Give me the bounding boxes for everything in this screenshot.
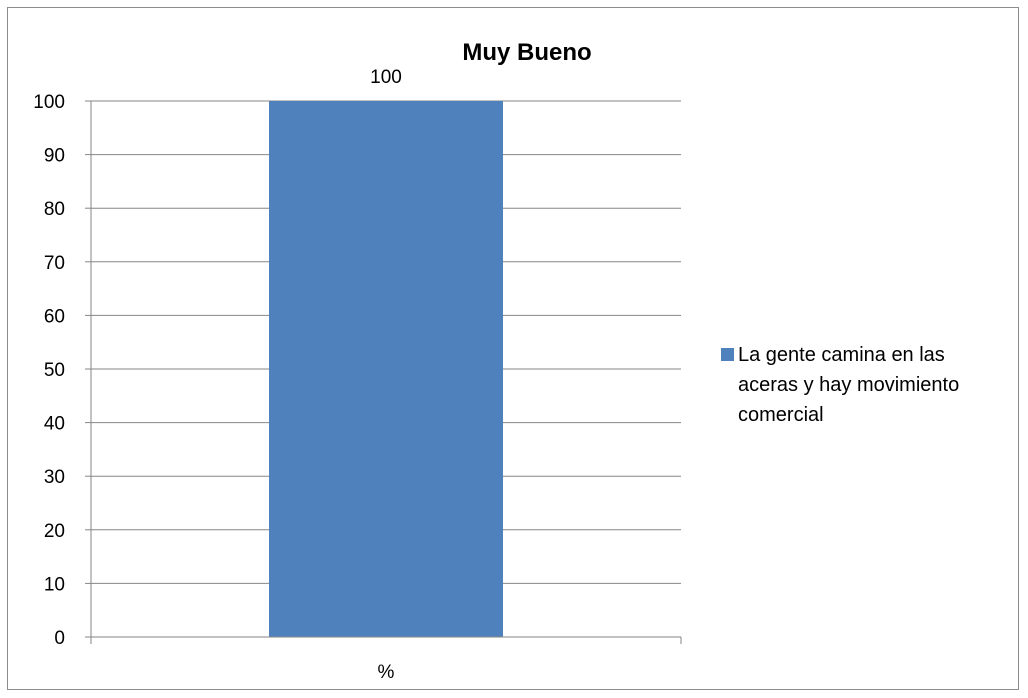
y-tick-label: 20: [44, 521, 65, 542]
legend-label: La gente camina en las: [738, 344, 945, 366]
y-tick-label: 0: [54, 628, 65, 649]
y-tick-label: 70: [44, 253, 65, 274]
legend: La gente camina en las aceras y hay movim…: [721, 344, 959, 426]
y-tick-label: 40: [44, 414, 65, 435]
x-tick-label: %: [378, 662, 395, 683]
tick-labels: 0 10 20 30 40 50 60 70 80 90 100 100%: [33, 67, 402, 683]
y-tick-label: 100: [33, 92, 65, 113]
y-tick-label: 10: [44, 574, 65, 595]
y-tick-label: 60: [44, 306, 65, 327]
legend-label: aceras y hay movimiento: [738, 374, 959, 396]
bars: [269, 101, 503, 637]
y-tick-label: 80: [44, 199, 65, 220]
chart-frame: [7, 7, 1019, 690]
y-tick-label: 90: [44, 146, 65, 167]
axes: [85, 100, 682, 644]
bar: [269, 101, 503, 637]
chart-title: Muy Bueno: [462, 39, 591, 66]
legend-label: comercial: [738, 404, 824, 426]
y-tick-label: 30: [44, 467, 65, 488]
legend-swatch: [721, 348, 734, 361]
data-label: 100: [370, 67, 402, 88]
y-tick-label: 50: [44, 360, 65, 381]
